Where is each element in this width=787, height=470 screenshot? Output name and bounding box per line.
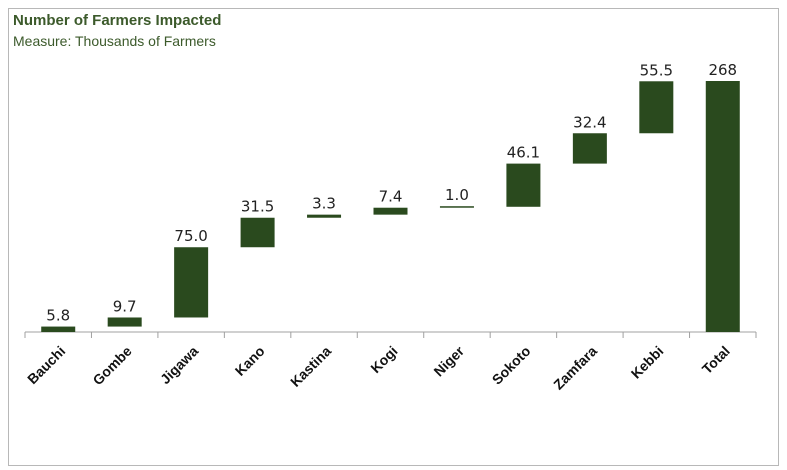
data-label-zamfara: 32.4 [573, 113, 606, 131]
bar-gombe [107, 317, 142, 327]
category-label-kastina: Kastina [287, 343, 334, 390]
data-label-gombe: 9.7 [113, 297, 137, 315]
category-label-gombe: Gombe [89, 343, 135, 389]
bar-kastina [307, 214, 342, 218]
category-label-zamfara: Zamfara [550, 343, 600, 393]
bar-kano [240, 217, 275, 248]
data-label-niger: 1.0 [445, 186, 469, 204]
bar-niger [439, 206, 474, 208]
category-label-jigawa: Jigawa [157, 343, 201, 387]
category-label-total: Total [699, 343, 733, 377]
data-label-total: 268 [708, 61, 737, 79]
data-label-kebbi: 55.5 [640, 61, 673, 79]
category-label-niger: Niger [430, 342, 467, 379]
bar-zamfara [572, 133, 607, 164]
data-label-kogi: 7.4 [379, 188, 403, 206]
bar-sokoto [506, 163, 541, 207]
bar-bauchi [41, 326, 76, 332]
category-label-kano: Kano [232, 343, 268, 379]
data-label-kastina: 3.3 [312, 195, 336, 213]
data-label-jigawa: 75.0 [174, 227, 207, 245]
category-label-kebbi: Kebbi [628, 343, 667, 382]
bar-kogi [373, 207, 408, 215]
bar-kebbi [639, 81, 674, 134]
category-label-kogi: Kogi [367, 343, 400, 376]
data-label-sokoto: 46.1 [507, 144, 540, 162]
chart-subtitle: Measure: Thousands of Farmers [13, 33, 216, 49]
bar-jigawa [174, 247, 209, 318]
bar-total [705, 81, 740, 332]
data-label-kano: 31.5 [241, 198, 274, 216]
chart-title: Number of Farmers Impacted [13, 12, 222, 29]
category-label-sokoto: Sokoto [489, 343, 534, 388]
category-label-bauchi: Bauchi [24, 343, 68, 387]
data-label-bauchi: 5.8 [46, 307, 70, 325]
